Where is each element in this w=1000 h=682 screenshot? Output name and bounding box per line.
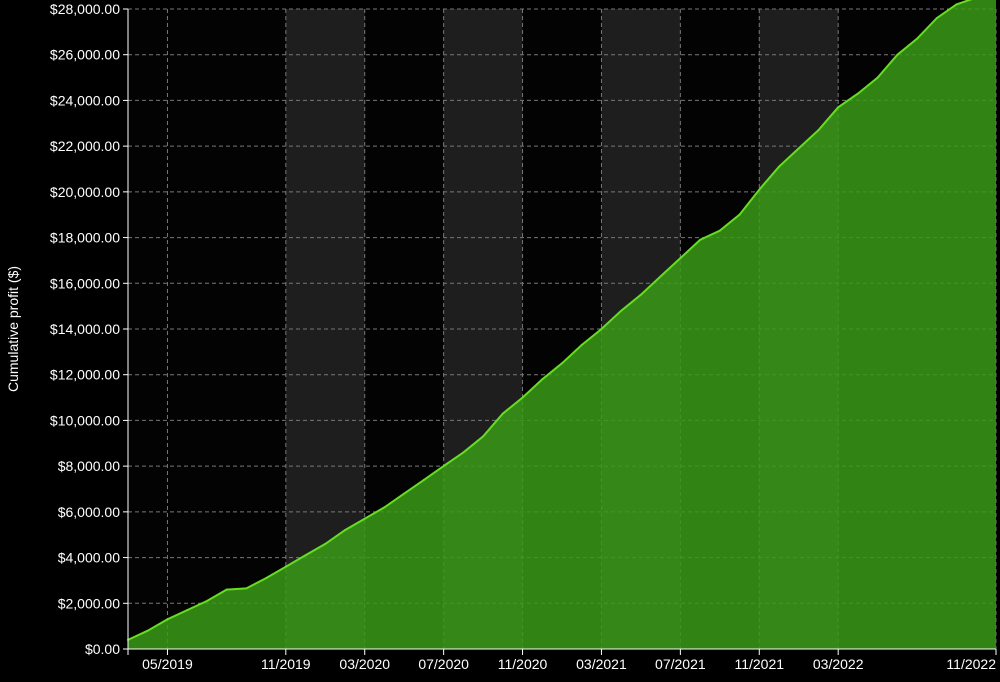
x-tick-label: 11/2021 xyxy=(734,656,784,672)
data-point xyxy=(600,328,603,330)
data-point xyxy=(521,396,524,399)
x-tick-label: 07/2020 xyxy=(418,656,469,672)
y-tick-label: $4,000.00 xyxy=(58,550,120,566)
data-point xyxy=(383,506,386,509)
y-axis-title: Cumulative profit ($) xyxy=(5,266,21,392)
data-point xyxy=(679,257,682,260)
data-point xyxy=(718,229,721,232)
data-point xyxy=(284,565,287,568)
y-tick-label: $20,000.00 xyxy=(50,184,120,200)
y-tick-label: $12,000.00 xyxy=(50,367,120,383)
data-point xyxy=(955,3,958,6)
data-point xyxy=(225,588,228,591)
data-point xyxy=(245,587,248,590)
x-axis-ticks: 05/2019 11/2019 03/2020 07/2020 11/2020 03/20… xyxy=(127,649,997,672)
data-point xyxy=(580,344,583,346)
data-point xyxy=(935,17,938,20)
data-point xyxy=(363,517,366,520)
data-point xyxy=(758,188,761,191)
data-point xyxy=(462,451,465,454)
data-point xyxy=(442,465,445,468)
x-tick-label: 03/2022 xyxy=(813,656,864,672)
data-point xyxy=(205,600,208,602)
data-point xyxy=(856,92,859,95)
y-tick-label: $14,000.00 xyxy=(50,321,120,337)
profit-area-fill xyxy=(128,0,996,649)
data-point xyxy=(265,577,268,580)
y-tick-label: $0.00 xyxy=(85,641,120,657)
y-axis-ticks: $0.00 $2,000.00 $4,000.00 $6,000.00 $8,000.0… xyxy=(50,1,996,657)
data-point xyxy=(324,542,327,545)
y-tick-label: $16,000.00 xyxy=(50,275,120,291)
data-point xyxy=(797,147,800,150)
data-point xyxy=(186,609,189,612)
x-tick-label: 11/2020 xyxy=(498,656,548,672)
x-tick-label: 05/2019 xyxy=(142,656,193,672)
data-point xyxy=(639,293,642,296)
x-tick-label: 11/2022 xyxy=(946,656,996,672)
y-tick-label: $6,000.00 xyxy=(58,504,120,520)
data-point xyxy=(482,435,485,438)
y-tick-label: $22,000.00 xyxy=(50,138,120,154)
data-point xyxy=(699,238,702,241)
data-point xyxy=(541,378,544,381)
data-point xyxy=(778,165,780,168)
x-tick-label: 03/2021 xyxy=(576,656,627,672)
x-tick-label: 03/2020 xyxy=(339,656,390,672)
data-point xyxy=(146,629,149,632)
data-point xyxy=(304,554,307,557)
data-point xyxy=(876,76,879,79)
data-point xyxy=(837,106,840,109)
data-point xyxy=(561,362,563,365)
data-point xyxy=(738,213,741,216)
x-tick-label: 07/2021 xyxy=(655,656,706,672)
data-point xyxy=(659,275,662,278)
y-tick-label: $24,000.00 xyxy=(50,92,120,108)
data-point xyxy=(620,309,623,312)
y-tick-label: $18,000.00 xyxy=(50,230,120,246)
y-tick-label: $26,000.00 xyxy=(50,47,120,63)
data-point xyxy=(896,53,899,56)
data-point xyxy=(344,529,346,532)
data-point xyxy=(403,492,406,495)
data-point xyxy=(422,478,425,481)
x-tick-label: 11/2019 xyxy=(261,656,311,672)
y-tick-label: $8,000.00 xyxy=(58,458,120,474)
data-points xyxy=(127,3,958,641)
y-tick-label: $2,000.00 xyxy=(58,595,120,611)
y-tick-label: $10,000.00 xyxy=(50,412,120,428)
data-point xyxy=(501,412,504,415)
data-point xyxy=(166,618,169,621)
y-tick-label: $28,000.00 xyxy=(50,1,120,17)
data-point xyxy=(817,129,820,132)
data-point xyxy=(916,37,919,40)
